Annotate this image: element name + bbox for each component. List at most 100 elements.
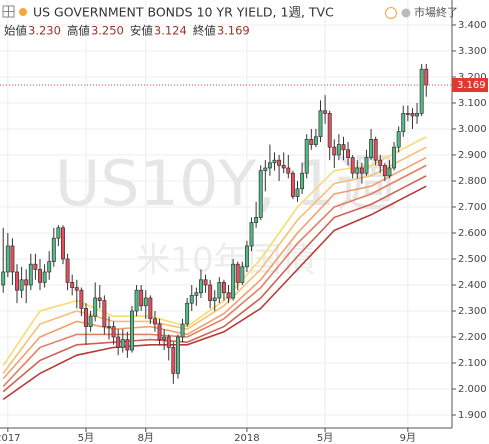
candle-body [152, 318, 157, 325]
y-tick-label: 3.400 [458, 20, 487, 31]
candle-body [189, 295, 194, 304]
candle-body [226, 292, 231, 299]
candle-body [107, 326, 111, 328]
grid [0, 0, 452, 428]
candle-body [392, 146, 397, 169]
candle-body [148, 297, 153, 320]
candle-body [267, 162, 272, 169]
candle-body [355, 167, 360, 174]
candle-body [194, 292, 199, 296]
candle-body [162, 336, 167, 340]
candle-body [120, 339, 125, 348]
candle-body [249, 222, 254, 247]
candle-body [272, 159, 277, 164]
last-price-box [452, 78, 488, 93]
candle-body [396, 131, 401, 148]
candle-body [143, 297, 148, 307]
candle-body [208, 284, 213, 301]
candle-body [281, 165, 286, 169]
ohlc-value: 3.230 [28, 24, 61, 38]
candle-body [56, 227, 61, 239]
candle-body [410, 113, 415, 117]
y-tick-label: 2.600 [458, 228, 487, 239]
candle-body [405, 113, 410, 115]
ohlc-name: 始値 [4, 24, 27, 38]
candle-body [10, 245, 15, 273]
candle-body [102, 300, 107, 327]
candle-body [70, 282, 75, 288]
candle-body [24, 279, 29, 286]
ohlc-name: 高値 [67, 24, 90, 38]
y-tick-label: 3.200 [458, 72, 487, 83]
candle-body [419, 68, 424, 114]
x-tick-label: 5月 [78, 432, 94, 444]
currency-icon[interactable] [385, 7, 397, 19]
candle-body [327, 113, 332, 148]
x-tick-label: 8月 [138, 432, 154, 444]
market-status: 市場終了 [414, 5, 458, 19]
candle-body [42, 271, 47, 283]
x-tick-label: 2018 [234, 433, 259, 444]
candle-body [235, 263, 240, 283]
watermark: US10Y, 1週 [55, 147, 397, 220]
y-tick-label: 2.300 [458, 306, 487, 317]
candle-body [369, 139, 374, 158]
y-tick-label: 2.700 [458, 202, 487, 213]
candle-body [217, 282, 222, 299]
ohlc-value: 3.250 [91, 24, 124, 38]
candle-body [212, 297, 217, 301]
ribbon-line [2, 164, 427, 387]
ohlc-legend: 始値 3.230 高値 3.250 安値 3.124 終値 3.169 [4, 24, 250, 38]
candle-body [318, 110, 323, 138]
candle-body [277, 159, 282, 166]
candle-body [286, 167, 291, 174]
candle-body [401, 113, 406, 132]
candle-body [51, 237, 56, 262]
y-tick-label: 1.900 [458, 410, 487, 421]
candle-body [5, 245, 10, 273]
candle-body [341, 144, 346, 151]
x-tick-label: 5月 [317, 432, 333, 444]
axes: 1.900 2.000 2.100 2.200 2.300 2.400 2.500 2.600… [0, 20, 488, 444]
candle-body [175, 336, 180, 374]
ohlc-name: 終値 [193, 24, 216, 38]
candle-body [313, 136, 318, 145]
candle-body [263, 167, 268, 171]
chart-title: US GOVERNMENT BONDS 10 YR YIELD, 1週, TVC [33, 5, 334, 20]
symbol-dot [19, 8, 27, 16]
y-tick-label: 2.100 [458, 358, 487, 369]
candle-body [1, 271, 6, 286]
candle-body [88, 315, 93, 327]
candle-body [157, 323, 162, 340]
candle-body [300, 172, 305, 190]
candle-body [336, 144, 341, 156]
candle-body [65, 258, 70, 283]
candle-body [203, 279, 208, 286]
candle-body [290, 172, 295, 197]
status-icon [401, 8, 411, 18]
ohlc-value: 3.124 [154, 24, 187, 38]
candle-body [364, 157, 369, 174]
ohlc-value: 3.169 [217, 24, 250, 38]
candle-body [185, 302, 190, 325]
y-tick-label: 2.800 [458, 176, 487, 187]
candle-body [309, 139, 314, 145]
candle-body [221, 282, 226, 294]
y-tick-label: 2.000 [458, 384, 487, 395]
x-tick-label: 9月 [400, 432, 416, 444]
last-price-label: 3.169 [457, 80, 486, 91]
candle-body [244, 245, 249, 268]
candle-body [74, 287, 79, 291]
candle-body [240, 266, 245, 283]
candle-body [130, 310, 134, 351]
candle-body [387, 167, 392, 177]
candle-body [97, 297, 102, 301]
candle-body [171, 347, 176, 374]
x-tick-label: 2017 [0, 433, 21, 444]
candle-body [350, 157, 355, 174]
candle-body [231, 263, 236, 299]
candle-body [33, 263, 38, 270]
candle-body [79, 289, 84, 309]
